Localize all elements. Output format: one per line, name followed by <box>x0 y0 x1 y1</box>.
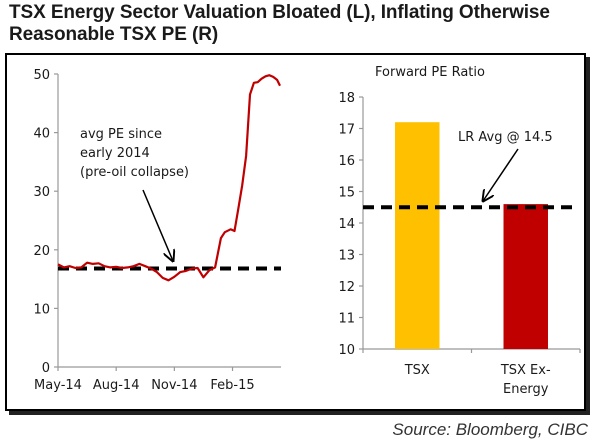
right-y-tick-label: 18 <box>338 91 355 106</box>
chart-title: TSX Energy Sector Valuation Bloated (L),… <box>9 2 550 45</box>
left-x-tick-label: Aug-14 <box>93 378 140 393</box>
left-annotation-line: avg PE since <box>80 127 162 142</box>
right-x-category-label: Energy <box>503 382 549 397</box>
left-y-tick-label: 10 <box>33 302 50 317</box>
left-y-tick-label: 20 <box>33 244 50 259</box>
bar-tsx <box>395 122 440 349</box>
left-y-tick-label: 40 <box>33 127 50 142</box>
left-y-tick-label: 0 <box>42 361 50 376</box>
right-y-tick-label: 17 <box>338 123 355 138</box>
right-y-tick-label: 12 <box>338 280 355 295</box>
left-x-tick-label: Feb-15 <box>210 378 254 393</box>
left-annotation-line: (pre-oil collapse) <box>80 165 189 180</box>
left-annotation-line: early 2014 <box>80 146 150 161</box>
left-y-tick-label: 50 <box>33 68 50 83</box>
left-y-tick-label: 30 <box>33 185 50 200</box>
right-y-tick-label: 14 <box>338 217 355 232</box>
right-y-tick-label: 11 <box>338 312 355 327</box>
source-note: Source: Bloomberg, CIBC <box>392 420 588 439</box>
energy-pe-line <box>57 74 281 282</box>
left-x-tick-label: May-14 <box>34 378 82 393</box>
right-y-tick-label: 10 <box>338 343 355 358</box>
right-y-tick-label: 13 <box>338 249 355 264</box>
bar-tsx-ex-energy <box>503 204 548 349</box>
left-x-tick-label: Nov-14 <box>151 378 197 393</box>
right-lr-avg-label: LR Avg @ 14.5 <box>458 130 553 145</box>
right-y-tick-label: 16 <box>338 154 355 169</box>
right-lr-avg-arrow <box>483 148 519 201</box>
right-chart-title: Forward PE Ratio <box>375 65 485 80</box>
right-x-category-label: TSX <box>404 363 430 378</box>
left-annotation-arrow <box>142 189 173 261</box>
chart-frame <box>5 53 586 411</box>
right-x-category-label: TSX Ex- <box>500 363 551 378</box>
right-y-tick-label: 15 <box>338 186 355 201</box>
